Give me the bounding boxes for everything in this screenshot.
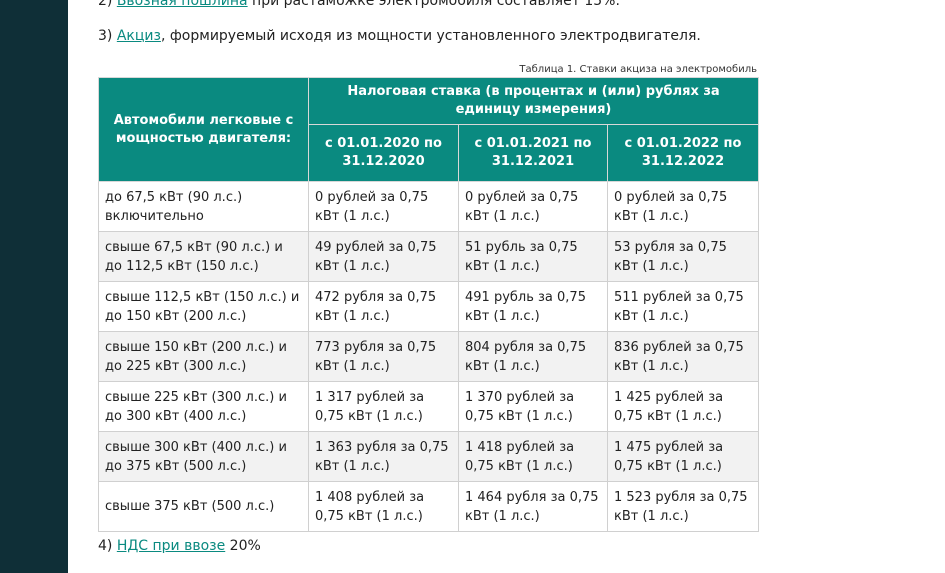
rate-cell-2020: 49 рублей за 0,75 кВт (1 л.с.) [308, 231, 459, 282]
power-cell: свыше 375 кВт (500 л.с.) [98, 481, 309, 532]
paragraph-text: при растаможке электромобиля составляет … [247, 0, 620, 9]
import-duty-link[interactable]: Ввозная пошлина [116, 0, 248, 9]
paragraph-number: 4) [98, 538, 117, 554]
rate-cell-2021: 0 рублей за 0,75 кВт (1 л.с.) [458, 181, 608, 232]
power-cell: свыше 67,5 кВт (90 л.с.) и до 112,5 кВт … [98, 231, 309, 282]
paragraph-import-duty: 2) Ввозная пошлина при растаможке электр… [98, 0, 620, 10]
table-row: свыше 300 кВт (400 л.с.) и до 375 кВт (5… [98, 431, 759, 482]
power-cell: свыше 300 кВт (400 л.с.) и до 375 кВт (5… [98, 431, 309, 482]
header-period-2022: с 01.01.2022 по 31.12.2022 [607, 124, 759, 182]
rate-cell-2020: 0 рублей за 0,75 кВт (1 л.с.) [308, 181, 459, 232]
header-period-2021: с 01.01.2021 по 31.12.2021 [458, 124, 608, 182]
left-sidebar-strip [0, 0, 68, 573]
excise-rates-table: Автомобили легковые с мощностью двигател… [98, 77, 759, 532]
power-cell: свыше 150 кВт (200 л.с.) и до 225 кВт (3… [98, 331, 309, 382]
paragraph-vat: 4) НДС при ввозе 20% [98, 537, 261, 555]
header-tax-rate: Налоговая ставка (в процентах и (или) ру… [308, 77, 759, 125]
rate-cell-2021: 51 рубль за 0,75 кВт (1 л.с.) [458, 231, 608, 282]
table-row: до 67,5 кВт (90 л.с.) включительно 0 руб… [98, 181, 759, 232]
rate-cell-2020: 1 363 рубля за 0,75 кВт (1 л.с.) [308, 431, 459, 482]
header-engine-power: Автомобили легковые с мощностью двигател… [98, 77, 309, 182]
table-row: свыше 112,5 кВт (150 л.с.) и до 150 кВт … [98, 281, 759, 332]
paragraph-excise: 3) Акциз, формируемый исходя из мощности… [98, 27, 701, 45]
paragraph-number: 2) [98, 0, 117, 9]
paragraph-text: 20% [225, 538, 261, 554]
table-row: свыше 375 кВт (500 л.с.) 1 408 рублей за… [98, 481, 759, 532]
paragraph-number: 3) [98, 28, 117, 44]
rate-cell-2022: 1 475 рублей за 0,75 кВт (1 л.с.) [607, 431, 759, 482]
paragraph-text: , формируемый исходя из мощности установ… [160, 28, 701, 44]
rate-cell-2022: 1 425 рублей за 0,75 кВт (1 л.с.) [607, 381, 759, 432]
rate-cell-2022: 1 523 рубля за 0,75 кВт (1 л.с.) [607, 481, 759, 532]
rate-cell-2022: 836 рублей за 0,75 кВт (1 л.с.) [607, 331, 759, 382]
table-row: свыше 225 кВт (300 л.с.) и до 300 кВт (4… [98, 381, 759, 432]
table-caption: Таблица 1. Ставки акциза на электромобил… [519, 64, 757, 75]
rate-cell-2022: 53 рубля за 0,75 кВт (1 л.с.) [607, 231, 759, 282]
table-row: свыше 67,5 кВт (90 л.с.) и до 112,5 кВт … [98, 231, 759, 282]
excise-link[interactable]: Акциз [116, 28, 161, 44]
rate-cell-2020: 472 рубля за 0,75 кВт (1 л.с.) [308, 281, 459, 332]
table-row: свыше 150 кВт (200 л.с.) и до 225 кВт (3… [98, 331, 759, 382]
rate-cell-2022: 0 рублей за 0,75 кВт (1 л.с.) [607, 181, 759, 232]
rate-cell-2020: 1 408 рублей за 0,75 кВт (1 л.с.) [308, 481, 459, 532]
vat-link[interactable]: НДС при ввозе [116, 538, 226, 554]
rate-cell-2020: 1 317 рублей за 0,75 кВт (1 л.с.) [308, 381, 459, 432]
power-cell: свыше 112,5 кВт (150 л.с.) и до 150 кВт … [98, 281, 309, 332]
rate-cell-2021: 1 464 рубля за 0,75 кВт (1 л.с.) [458, 481, 608, 532]
power-cell: свыше 225 кВт (300 л.с.) и до 300 кВт (4… [98, 381, 309, 432]
power-cell: до 67,5 кВт (90 л.с.) включительно [98, 181, 309, 232]
rate-cell-2020: 773 рубля за 0,75 кВт (1 л.с.) [308, 331, 459, 382]
rate-cell-2021: 804 рубля за 0,75 кВт (1 л.с.) [458, 331, 608, 382]
rate-cell-2021: 1 418 рублей за 0,75 кВт (1 л.с.) [458, 431, 608, 482]
rate-cell-2021: 491 рубль за 0,75 кВт (1 л.с.) [458, 281, 608, 332]
rate-cell-2022: 511 рублей за 0,75 кВт (1 л.с.) [607, 281, 759, 332]
rate-cell-2021: 1 370 рублей за 0,75 кВт (1 л.с.) [458, 381, 608, 432]
header-period-2020: с 01.01.2020 по 31.12.2020 [308, 124, 459, 182]
